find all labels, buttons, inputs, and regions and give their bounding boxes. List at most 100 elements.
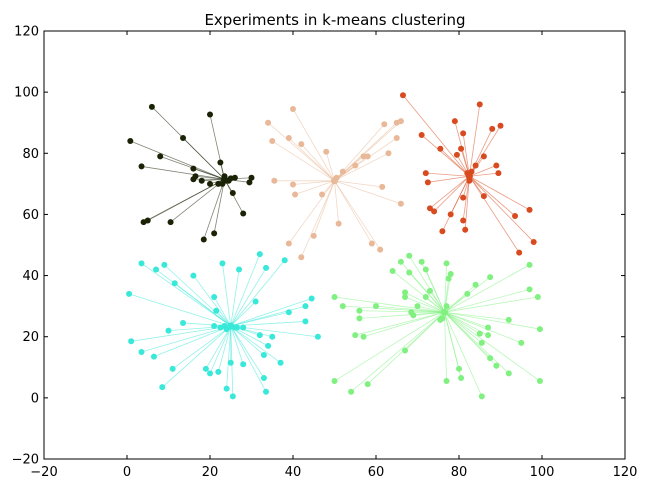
cluster-3-point-10 [171, 280, 178, 287]
cluster-3-link-31 [230, 325, 265, 356]
cluster-4-link-37 [444, 311, 483, 344]
cluster-1-point-21 [377, 246, 384, 253]
x-tick-label-5: 80 [451, 465, 468, 480]
cluster-4-centroid [440, 308, 448, 316]
cluster-3-point-18 [215, 368, 222, 375]
cluster-1-link-3 [288, 137, 335, 182]
cluster-0-point-20 [229, 190, 236, 197]
cluster-3-link-13 [205, 325, 232, 370]
cluster-4-point-31 [443, 378, 450, 385]
cluster-3-link-4 [153, 325, 231, 357]
cluster-2-link-25 [469, 172, 499, 177]
cluster-3-link-18 [217, 325, 232, 372]
cluster-3-point-29 [256, 251, 263, 258]
cluster-3-point-14 [207, 370, 213, 377]
cluster-2-point-11 [458, 145, 465, 152]
cluster-1-link-10 [313, 180, 335, 236]
cluster-3-point-35 [269, 333, 276, 340]
cluster-4-point-39 [485, 332, 492, 339]
cluster-1-point-4 [290, 105, 296, 112]
cluster-2-point-4 [426, 205, 433, 212]
cluster-3-point-27 [240, 361, 247, 368]
cluster-1-link-21 [334, 180, 381, 250]
cluster-3-point-31 [260, 352, 267, 359]
cluster-1-point-18 [360, 153, 367, 160]
cluster-1-point-5 [290, 181, 296, 188]
cluster-2-point-15 [462, 226, 469, 233]
chart-title: Experiments in k-means clustering [204, 11, 465, 29]
cluster-4-link-2 [342, 305, 445, 313]
cluster-2-link-30 [469, 175, 534, 243]
x-tick-label-4: 60 [368, 465, 385, 480]
cluster-4-point-15 [406, 252, 413, 259]
cluster-2-link-24 [469, 165, 497, 177]
cluster-1-point-27 [397, 118, 404, 125]
cluster-3-link-3 [141, 263, 231, 327]
cluster-1-link-0 [267, 122, 335, 182]
cluster-2-link-3 [427, 175, 470, 183]
cluster-1-centroid [331, 177, 338, 185]
cluster-3-link-2 [141, 325, 231, 353]
cluster-4-link-31 [444, 312, 447, 382]
cluster-2-link-20 [468, 104, 481, 177]
cluster-0-point-27 [231, 174, 238, 181]
cluster-4-link-51 [444, 311, 541, 382]
cluster-3-link-33 [230, 325, 267, 392]
cluster-1-point-28 [397, 200, 404, 207]
cluster-4-link-4 [355, 311, 445, 336]
cluster-2-point-7 [439, 228, 446, 235]
cluster-3-point-23 [229, 393, 236, 400]
cluster-1-point-9 [298, 254, 305, 261]
cluster-0-point-14 [211, 230, 218, 237]
cluster-0-link-14 [213, 179, 225, 234]
cluster-3-link-19 [222, 263, 232, 327]
cluster-4-point-36 [476, 330, 483, 337]
y-tick-label-6: 100 [14, 86, 39, 101]
cluster-3-link-27 [230, 325, 244, 365]
cluster-4-point-11 [397, 258, 404, 265]
cluster-4-point-3 [348, 388, 355, 395]
cluster-3-link-30 [230, 325, 265, 379]
cluster-3-point-41 [308, 295, 315, 302]
y-tick-label-0: −20 [12, 453, 39, 468]
y-tick-label-3: 40 [22, 269, 39, 284]
cluster-4-link-46 [444, 311, 522, 344]
cluster-0-point-13 [207, 111, 213, 118]
cluster-4-link-47 [444, 264, 530, 313]
cluster-3-point-4 [150, 353, 157, 360]
cluster-2-link-12 [462, 133, 470, 177]
cluster-3-point-13 [202, 365, 209, 372]
cluster-1-link-6 [294, 180, 335, 195]
cluster-4-link-36 [444, 311, 480, 334]
cluster-3-point-0 [126, 290, 133, 297]
cluster-3-point-42 [314, 333, 321, 340]
cluster-2-link-28 [469, 175, 520, 253]
cluster-1-link-1 [272, 140, 335, 182]
cluster-2-point-24 [493, 162, 500, 169]
cluster-0-point-6 [167, 219, 174, 226]
cluster-0-point-0 [127, 138, 134, 145]
cluster-0-point-3 [144, 217, 151, 224]
cluster-4-link-15 [408, 255, 445, 313]
cluster-4-point-13 [402, 347, 409, 354]
cluster-4-link-50 [444, 311, 540, 330]
cluster-4-link-19 [417, 305, 445, 313]
cluster-0-point-21 [240, 210, 247, 217]
cluster-3-point-34 [265, 342, 272, 349]
cluster-0-point-7 [180, 135, 187, 141]
cluster-3-link-29 [230, 254, 261, 327]
cluster-4-point-22 [422, 293, 429, 300]
cluster-2-point-2 [422, 170, 429, 177]
cluster-0-point-5 [157, 153, 164, 160]
cluster-0-link-0 [130, 140, 225, 180]
cluster-4-point-47 [526, 261, 533, 268]
cluster-2-centroid [465, 172, 473, 180]
cluster-4-point-30 [447, 271, 454, 278]
cluster-2-link-6 [440, 148, 470, 177]
cluster-4-point-10 [389, 267, 396, 274]
x-tick-label-0: −20 [30, 465, 57, 480]
cluster-3-link-20 [226, 325, 232, 389]
cluster-3-point-1 [128, 338, 135, 345]
cluster-2-link-27 [469, 175, 516, 217]
cluster-0-link-11 [201, 178, 225, 182]
